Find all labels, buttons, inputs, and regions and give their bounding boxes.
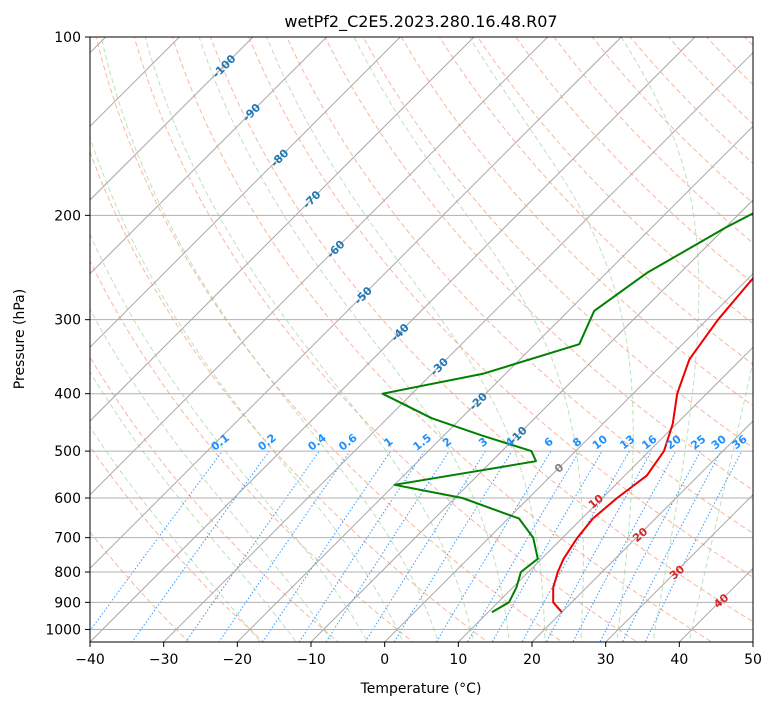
x-tick-label: 40	[670, 652, 688, 668]
y-axis-label: Pressure (hPa)	[12, 289, 28, 389]
isotherm-line	[90, 37, 401, 349]
grid-lines	[90, 37, 753, 642]
chart-title: wetPf2_C2E5.2023.280.16.48.R07	[284, 12, 557, 32]
dry-adiabat-line	[95, 37, 564, 642]
moist-adiabat-line	[90, 308, 333, 642]
dry-adiabat-line	[400, 37, 753, 407]
isotherm-line	[90, 37, 549, 496]
dry-adiabat-line	[90, 259, 414, 642]
temperature-profile-line	[552, 276, 753, 613]
y-tick-label: 600	[54, 491, 81, 507]
isotherm-line	[310, 199, 753, 642]
isotherm-line	[90, 37, 696, 642]
dry-adiabat-line	[90, 531, 190, 642]
series-layer	[381, 212, 753, 614]
isotherm-line	[531, 420, 753, 642]
y-axis: 100 200 300 400 500 600 700 800 900 1000	[45, 30, 90, 638]
plot-frame	[89, 36, 754, 643]
moist-adiabat-line	[266, 37, 546, 642]
x-tick-label: −10	[296, 652, 326, 668]
isotherm-line	[384, 272, 753, 642]
y-tick-label: 100	[54, 30, 81, 46]
y-tick-label: 400	[54, 387, 81, 403]
x-axis-label: Temperature (°C)	[360, 681, 482, 697]
isotherm-line	[90, 37, 475, 422]
moist-adiabat-line	[620, 37, 700, 642]
y-tick-label: 500	[54, 444, 81, 460]
x-axis: −40 −30 −20 −10 0 10 20 30 40 50	[75, 642, 762, 668]
x-tick-label: −20	[223, 652, 253, 668]
dry-adiabat-line	[362, 37, 753, 449]
dry-adiabat-line	[248, 37, 753, 578]
moist-adiabat-line	[144, 37, 475, 642]
y-tick-label: 200	[54, 208, 81, 224]
dry-adiabat-line	[133, 37, 638, 642]
isotherm-line	[90, 37, 622, 570]
y-tick-label: 800	[54, 565, 81, 581]
moist-adiabat-line	[90, 232, 369, 642]
y-tick-label: 1000	[45, 622, 81, 638]
dewpoint-profile-line	[381, 212, 753, 614]
x-tick-label: 30	[597, 652, 615, 668]
dry-adiabat-line	[209, 37, 753, 623]
dry-adiabat-line	[477, 37, 753, 325]
x-tick-label: −40	[75, 652, 105, 668]
dry-adiabat-line	[171, 37, 713, 642]
dry-adiabat-line	[90, 356, 339, 642]
isotherm-line	[163, 51, 753, 642]
x-tick-label: 0	[380, 652, 389, 668]
y-tick-label: 300	[54, 313, 81, 329]
isotherm-line	[457, 346, 753, 642]
isotherm-line	[90, 37, 254, 201]
isotherm-line	[90, 37, 328, 275]
y-tick-label: 700	[54, 531, 81, 547]
isotherm-line	[236, 125, 753, 642]
dry-adiabat-line	[90, 445, 265, 642]
x-tick-label: −30	[149, 652, 179, 668]
x-tick-label: 50	[744, 652, 762, 668]
x-tick-label: 10	[449, 652, 467, 668]
isotherm-line	[605, 493, 753, 642]
y-tick-label: 900	[54, 595, 81, 611]
x-tick-label: 20	[523, 652, 541, 668]
